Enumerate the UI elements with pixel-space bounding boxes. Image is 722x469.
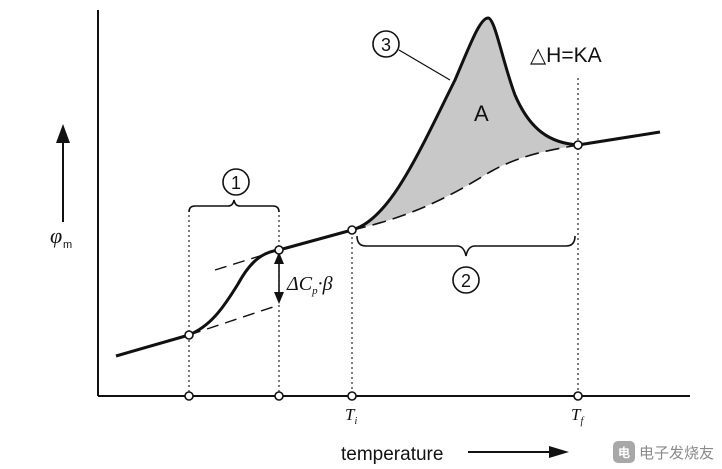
peak-area-fill xyxy=(352,18,578,230)
delta-cp-arrowhead-up xyxy=(274,252,284,264)
brace-two xyxy=(356,235,576,257)
dsc-curve xyxy=(115,16,661,358)
tick-label-ti-sub: i xyxy=(354,416,357,427)
axis-node-glass-start xyxy=(184,391,194,401)
marker-three-leader xyxy=(398,49,451,81)
tick-label-ti-main: T xyxy=(345,405,356,424)
x-axis-label-group: temperature xyxy=(341,444,569,465)
tick-label-tf: Tf xyxy=(571,405,584,427)
enthalpy-formula: △H=KA xyxy=(530,44,602,67)
y-axis-label: φ xyxy=(50,223,62,248)
marker-one-circle xyxy=(222,168,250,196)
tick-label-ti: Ti xyxy=(345,405,357,427)
curve-node-tf xyxy=(573,140,583,150)
curve-node-glass-start xyxy=(184,330,194,340)
marker-two-circle xyxy=(452,266,480,294)
curve-node-glass-end xyxy=(274,245,284,255)
vertical-guides xyxy=(188,78,579,396)
glass-upper-extrapolation xyxy=(214,249,280,271)
axis-node-glass-end xyxy=(274,391,284,401)
tick-label-tf-main: T xyxy=(571,405,582,424)
brace-one xyxy=(188,199,280,213)
delta-cp-beta-label: ΔCp·β xyxy=(286,273,333,297)
tick-label-tf-sub: f xyxy=(580,416,584,427)
marker-two-text: 2 xyxy=(461,271,471,291)
delta-cp-arrow xyxy=(274,252,284,304)
marker-one: 1 xyxy=(222,168,250,196)
curve-node-ti xyxy=(347,225,357,235)
x-axis-arrowhead xyxy=(549,446,569,458)
marker-one-text: 1 xyxy=(231,173,241,193)
axis-node-ti xyxy=(347,391,357,401)
marker-two: 2 xyxy=(452,266,480,294)
x-axis-label: temperature xyxy=(341,444,443,465)
marker-three-circle xyxy=(372,30,400,58)
y-axis-label-subscript: m xyxy=(63,239,72,251)
marker-three: 3 xyxy=(372,30,451,81)
y-axis-arrowhead xyxy=(56,124,70,143)
axis-node-tf xyxy=(573,391,583,401)
peak-baseline-dashed xyxy=(351,144,579,231)
delta-cp-suffix: ·β xyxy=(318,273,333,295)
watermark: 电 电子发烧友 xyxy=(612,441,714,463)
glass-lower-extrapolation xyxy=(188,304,280,336)
watermark-logo-icon: 电 xyxy=(612,441,635,463)
delta-cp-prefix: ΔC xyxy=(286,273,313,295)
watermark-text: 电子发烧友 xyxy=(638,443,714,462)
delta-cp-arrowhead-down xyxy=(274,292,284,304)
delta-cp-subscript: p xyxy=(311,285,318,297)
area-label: A xyxy=(474,101,489,126)
y-axis-label-group: φ m xyxy=(50,124,72,251)
marker-three-text: 3 xyxy=(381,35,391,55)
